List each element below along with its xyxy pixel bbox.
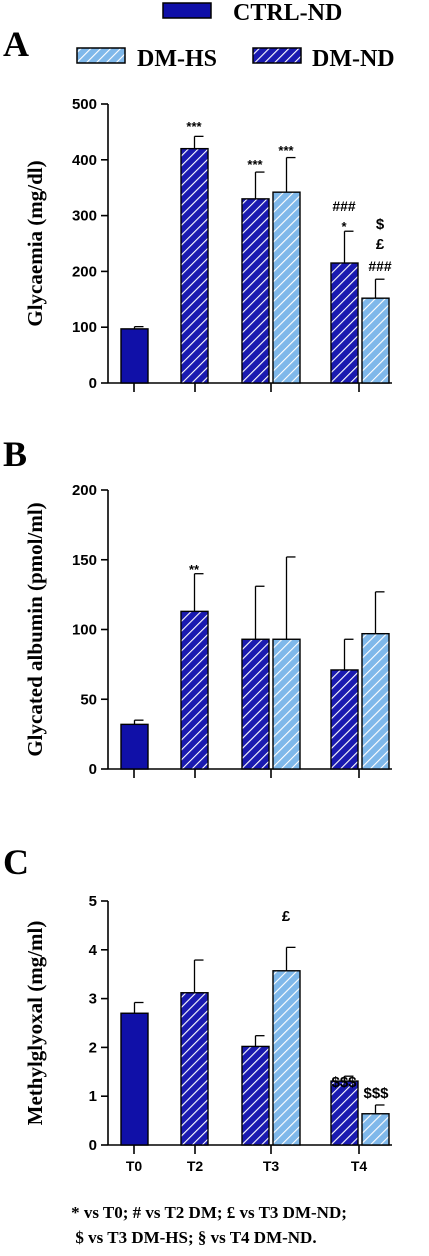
bar-t3-dm-nd	[241, 1045, 270, 1146]
bar-t4-dm-hs	[361, 297, 390, 384]
legend-item-dm-nd: DM-ND	[252, 46, 395, 72]
bar-t2-dm-nd	[180, 610, 209, 770]
y-tick-label: 1	[89, 1088, 97, 1105]
y-tick-label: 0	[89, 761, 97, 778]
bar-t3-dm-nd	[241, 638, 270, 770]
significance-label: ***	[278, 143, 294, 158]
y-tick-label: 2	[89, 1039, 97, 1056]
significance-label: $	[376, 216, 385, 233]
y-tick-label: 0	[89, 1137, 97, 1154]
bar-t0-ctrl-nd	[120, 328, 149, 384]
legend: CTRL-ND DM-HS DM-ND	[76, 0, 395, 72]
y-tick-label: 3	[89, 991, 97, 1008]
legend-label-ctrl-nd: CTRL-ND	[233, 0, 342, 26]
bar-t2-dm-nd	[180, 147, 209, 384]
footnote-line-2: $ vs T3 DM-HS; § vs T4 DM-ND.	[75, 1228, 316, 1247]
significance-label: ***	[247, 157, 263, 172]
bar-t0-ctrl-nd	[120, 1012, 149, 1146]
chart-panel-b: 0 50 100 150 200 Glycated albumin (pmol/ml) **	[23, 482, 392, 778]
y-tick-label: 100	[72, 622, 97, 639]
bar-t2-dm-nd	[180, 992, 209, 1146]
y-tick-label: 100	[72, 319, 97, 336]
bar-t3-dm-nd	[241, 198, 270, 384]
legend-swatch-dm-hs	[76, 47, 126, 64]
y-axis-label: Glycaemia (mg/dl)	[23, 160, 47, 326]
significance-label: ###	[332, 198, 356, 214]
y-tick-label: 50	[80, 691, 97, 708]
legend-swatch-dm-nd	[252, 47, 302, 64]
legend-item-ctrl-nd: CTRL-ND	[162, 0, 342, 26]
y-tick-label: 150	[72, 552, 97, 569]
y-tick-label: 500	[72, 96, 97, 113]
y-tick-label: 400	[72, 152, 97, 169]
panel-letter-b: B	[3, 434, 27, 474]
y-tick-label: 200	[72, 263, 97, 280]
significance-label: £	[282, 908, 291, 925]
x-tick-label: T3	[263, 1158, 280, 1174]
bar-t3-dm-hs	[272, 970, 301, 1146]
significance-label: ***	[186, 119, 202, 134]
bar-t0-ctrl-nd	[120, 723, 149, 770]
x-tick-label: T2	[187, 1158, 204, 1174]
panel-letter-c: C	[3, 842, 29, 882]
significance-label: $$$	[363, 1085, 389, 1102]
significance-label: *	[341, 219, 347, 234]
legend-item-dm-hs: DM-HS	[76, 46, 217, 72]
x-tick-label: T0	[126, 1158, 143, 1174]
bar-t4-dm-nd	[330, 262, 359, 384]
significance-label: ###	[368, 258, 392, 274]
bar-t4-dm-nd	[330, 1080, 359, 1146]
y-axis-label: Glycated albumin (pmol/ml)	[23, 502, 47, 756]
bar-t4-dm-hs	[361, 1113, 390, 1146]
bar-t4-dm-hs	[361, 632, 390, 770]
significance-label: $$$	[331, 1074, 357, 1091]
y-tick-label: 4	[89, 942, 98, 959]
legend-label-dm-nd: DM-ND	[312, 46, 395, 72]
significance-label: **	[189, 562, 200, 577]
y-tick-label: 200	[72, 482, 97, 499]
bar-t4-dm-nd	[330, 669, 359, 770]
legend-swatch-ctrl-nd	[162, 2, 212, 19]
significance-label: £	[376, 236, 385, 253]
y-tick-label: 300	[72, 208, 97, 225]
legend-label-dm-hs: DM-HS	[137, 46, 217, 72]
y-axis-label: Methylglyoxal (mg/ml)	[23, 921, 47, 1126]
bar-t3-dm-hs	[272, 638, 301, 770]
footnote-line-1: * vs T0; # vs T2 DM; £ vs T3 DM-ND;	[71, 1203, 347, 1222]
chart-panel-c: 0 1 2 3 4 5 Methylglyoxal (mg/ml) T0 T2 T3 T4 £ $$$ $…	[23, 893, 392, 1174]
bar-t3-dm-hs	[272, 191, 301, 384]
y-tick-label: 0	[89, 375, 97, 392]
y-tick-label: 5	[89, 893, 97, 910]
panel-letter-a: A	[3, 24, 29, 64]
x-tick-label: T4	[351, 1158, 368, 1174]
